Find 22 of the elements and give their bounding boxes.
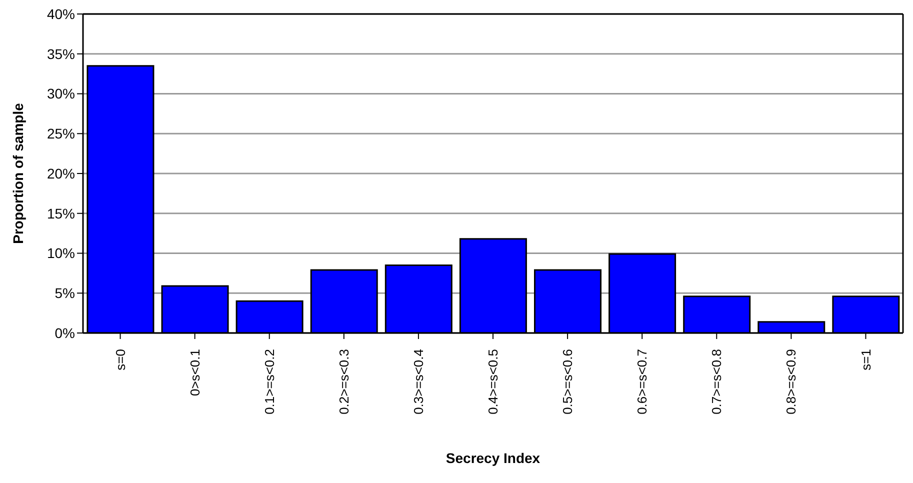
y-tick-label: 30% (46, 86, 75, 102)
x-tick-label: 0.6>=s<0.7 (634, 349, 650, 414)
y-axis-title: Proportion of sample (10, 102, 26, 244)
y-tick-label: 15% (46, 205, 75, 222)
y-tick-label: 10% (46, 245, 75, 262)
x-axis-title: Secrecy Index (446, 450, 540, 466)
y-tick-label: 0% (54, 324, 75, 341)
x-tick-label: 0.8>=s<0.9 (784, 349, 799, 414)
y-tick-label: 35% (46, 46, 75, 62)
y-tick-label: 20% (46, 165, 75, 182)
x-tick-label: s=0 (112, 349, 128, 370)
y-tick-label: 5% (54, 285, 75, 302)
x-tick-label: 0.5>=s<0.6 (560, 349, 576, 414)
x-tick-label: 0.4>=s<0.5 (486, 349, 501, 414)
y-tick-label: 40% (46, 6, 75, 22)
x-tick-label: 0.1>=s<0.2 (262, 349, 277, 414)
x-tick-label: 0.2>=s<0.3 (336, 349, 352, 414)
x-tick-label: 0.3>=s<0.4 (411, 349, 426, 414)
y-tick-label: 25% (46, 126, 75, 142)
x-tick-label: 0.7>=s<0.8 (709, 349, 724, 414)
x-tick-label: 0>s<0.1 (187, 349, 202, 396)
x-tick-label: s=1 (858, 349, 874, 370)
